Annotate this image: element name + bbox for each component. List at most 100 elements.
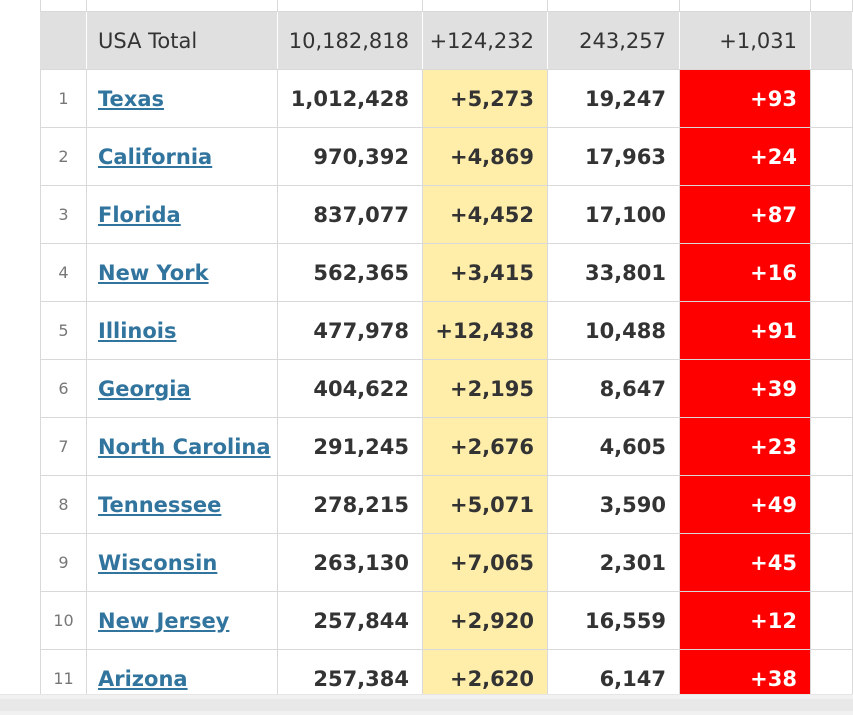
extra-cell [811,534,853,591]
total-label: USA Total [98,28,198,53]
total-deaths-value: 4,605 [599,434,666,459]
row-number: 2 [58,147,69,166]
total-new-deaths-value: +1,031 [719,28,797,53]
new-cases-cell: +5,071 [423,476,548,533]
total-cases-value: 970,392 [313,144,409,169]
state-cell: Texas [87,70,278,127]
state-link[interactable]: Tennessee [98,492,222,517]
total-cases-cell: 263,130 [278,534,423,591]
row-number: 6 [58,379,69,398]
row-number-cell: 5 [40,302,87,359]
total-deaths-cell: 10,488 [548,302,680,359]
new-cases-cell: +2,920 [423,592,548,649]
total-cases-cell: 257,844 [278,592,423,649]
total-cases-cell: 291,245 [278,418,423,475]
new-cases-value: +2,676 [449,434,534,459]
row-number: 7 [58,437,69,456]
new-deaths-cell: +45 [680,534,811,591]
total-deaths-value: 19,247 [584,86,666,111]
state-link[interactable]: Florida [98,202,181,227]
row-number-cell: 3 [40,186,87,243]
total-cases-value: 10,182,818 [288,28,409,53]
extra-cell [811,244,853,301]
total-deaths-value: 17,100 [584,202,666,227]
total-deaths-value: 6,147 [599,666,666,691]
state-link[interactable]: Illinois [98,318,177,343]
total-deaths-cell: 33,801 [548,244,680,301]
total-cases-value: 477,978 [313,318,409,343]
horizontal-scrollbar[interactable] [0,694,853,715]
state-link[interactable]: Wisconsin [98,550,218,575]
state-cell: Florida [87,186,278,243]
new-deaths-value: +24 [750,144,797,169]
row-number-cell: 6 [40,360,87,417]
state-cell: North Carolina [87,418,278,475]
table-row: 9 Wisconsin 263,130 +7,065 2,301 +45 [40,534,853,592]
total-new-cases-cell: +124,232 [423,12,548,69]
table-row: 7 North Carolina 291,245 +2,676 4,605 +23 [40,418,853,476]
total-cases-value: 291,245 [313,434,409,459]
new-cases-value: +4,452 [449,202,534,227]
state-cell: Arizona [87,650,278,694]
new-deaths-value: +93 [750,86,797,111]
row-number-cell: 4 [40,244,87,301]
header-cell-num [40,0,87,11]
total-cases-value: 1,012,428 [290,86,409,111]
row-number-cell: 10 [40,592,87,649]
state-link[interactable]: New Jersey [98,608,230,633]
state-link[interactable]: Texas [98,86,164,111]
new-cases-cell: +3,415 [423,244,548,301]
table-header-edge [40,0,853,12]
new-cases-value: +5,273 [449,86,534,111]
table-row: 10 New Jersey 257,844 +2,920 16,559 +12 [40,592,853,650]
total-new-cases-value: +124,232 [429,28,534,53]
state-link[interactable]: New York [98,260,209,285]
total-deaths-cell: 243,257 [548,12,680,69]
new-cases-cell: +7,065 [423,534,548,591]
row-number-cell: 2 [40,128,87,185]
new-cases-cell: +5,273 [423,70,548,127]
extra-cell [811,360,853,417]
state-link[interactable]: North Carolina [98,434,271,459]
total-cases-cell: 257,384 [278,650,423,694]
total-cases-value: 257,384 [313,666,409,691]
total-deaths-cell: 17,963 [548,128,680,185]
total-deaths-value: 16,559 [584,608,666,633]
total-deaths-value: 243,257 [579,28,666,53]
row-number-cell: 1 [40,70,87,127]
new-deaths-cell: +93 [680,70,811,127]
new-deaths-cell: +23 [680,418,811,475]
state-cell: Tennessee [87,476,278,533]
page-margin [0,0,40,694]
total-cases-cell: 278,215 [278,476,423,533]
total-deaths-cell: 16,559 [548,592,680,649]
row-number: 11 [53,669,74,688]
extra-cell [811,128,853,185]
total-deaths-value: 8,647 [599,376,666,401]
state-link[interactable]: Georgia [98,376,191,401]
extra-cell [811,476,853,533]
table-row: 11 Arizona 257,384 +2,620 6,147 +38 [40,650,853,694]
scrollbar-thumb[interactable] [0,699,853,711]
new-cases-cell: +12,438 [423,302,548,359]
state-link[interactable]: California [98,144,213,169]
new-cases-value: +4,869 [449,144,534,169]
state-cell: Georgia [87,360,278,417]
new-deaths-value: +49 [750,492,797,517]
new-deaths-value: +23 [750,434,797,459]
extra-cell [811,418,853,475]
extra-cell [811,186,853,243]
state-link[interactable]: Arizona [98,666,188,691]
total-deaths-cell: 4,605 [548,418,680,475]
total-deaths-cell: 3,590 [548,476,680,533]
new-deaths-cell: +91 [680,302,811,359]
header-cell-extra [811,0,853,11]
total-deaths-value: 17,963 [584,144,666,169]
new-cases-value: +3,415 [449,260,534,285]
table-row: 3 Florida 837,077 +4,452 17,100 +87 [40,186,853,244]
row-number-cell: 8 [40,476,87,533]
header-cell-state [87,0,278,11]
total-cases-cell: 404,622 [278,360,423,417]
new-deaths-value: +91 [750,318,797,343]
new-cases-cell: +4,869 [423,128,548,185]
